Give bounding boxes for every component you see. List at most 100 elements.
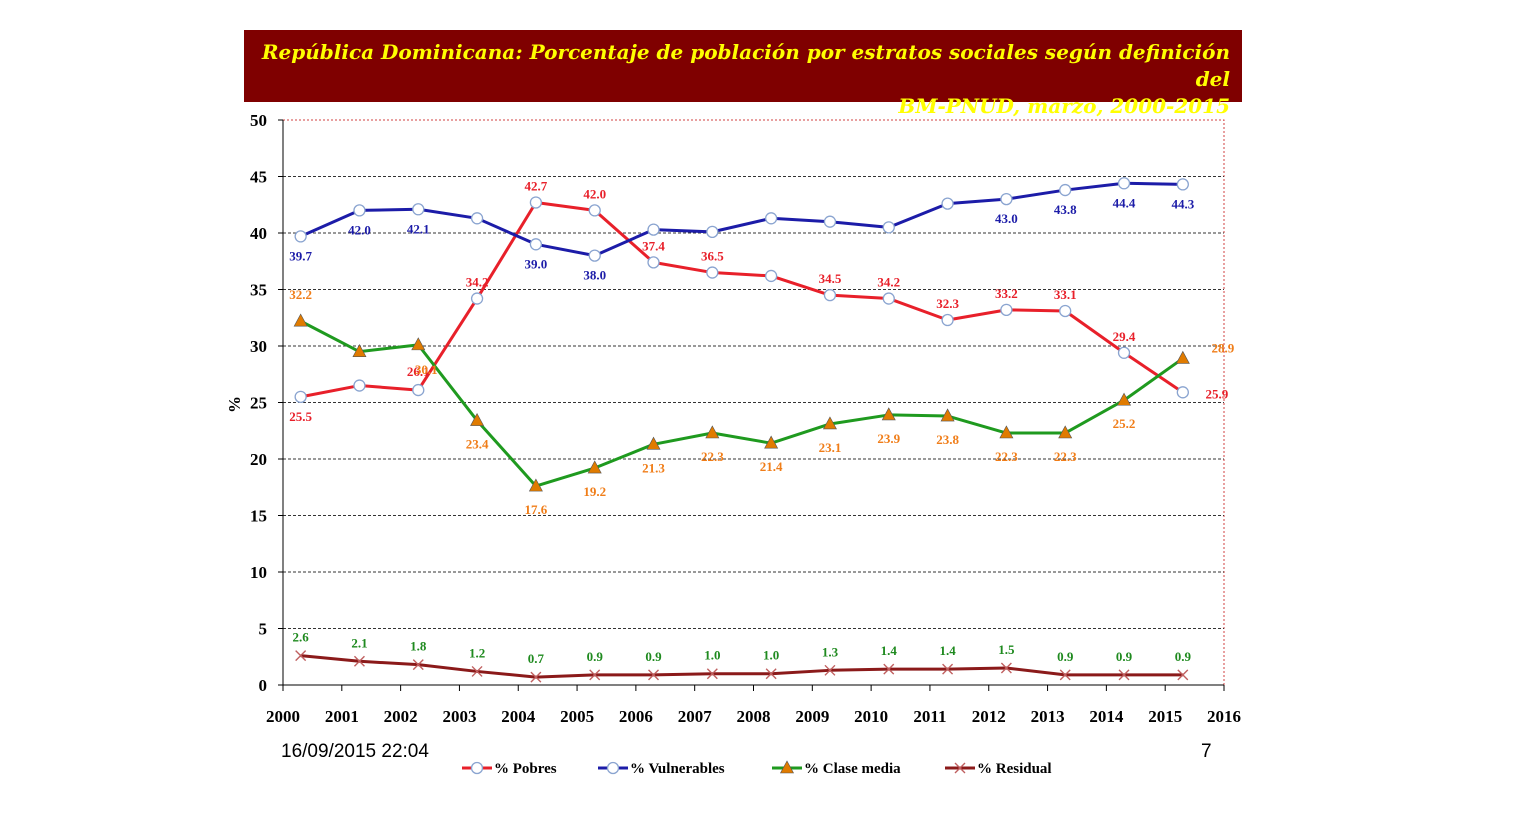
data-point-marker (294, 390, 307, 404)
series-line-clase_media (299, 319, 1184, 488)
data-label-pobres: 29.4 (1113, 329, 1136, 344)
data-point-marker (705, 425, 720, 439)
data-label-pobres: 34.5 (819, 271, 842, 286)
y-tick-label: 0 (259, 676, 268, 695)
x-tick-label: 2014 (1089, 707, 1124, 726)
data-point-marker (528, 478, 543, 492)
data-point-marker (293, 313, 308, 327)
x-tick-label: 2016 (1207, 707, 1241, 726)
data-point-marker (588, 249, 601, 262)
data-point-marker (412, 383, 425, 397)
data-point-marker (1176, 386, 1189, 399)
data-point-marker (647, 223, 660, 236)
data-label-residual: 1.3 (822, 644, 839, 659)
data-label-clase_media: 22.3 (701, 449, 724, 464)
legend-label-residual: % Residual (977, 761, 1052, 777)
x-tick-label: 2012 (972, 707, 1006, 726)
x-tick-label: 2009 (795, 707, 829, 726)
data-label-vulnerables: 44.4 (1113, 195, 1136, 210)
y-tick-label: 5 (259, 620, 268, 639)
data-label-pobres: 25.9 (1205, 386, 1228, 401)
data-point-marker (764, 212, 778, 225)
data-point-marker (470, 761, 484, 775)
data-point-marker (295, 650, 307, 662)
y-tick-label: 10 (250, 563, 267, 582)
chart-title-line-2: BM-PNUD, marzo, 2000-2015 (898, 94, 1230, 118)
x-tick-label: 2015 (1148, 707, 1182, 726)
data-point-marker (1175, 350, 1190, 364)
data-label-clase_media: 23.1 (819, 440, 842, 455)
data-label-residual: 1.4 (939, 643, 956, 658)
data-point-marker (824, 664, 836, 676)
x-tick-label: 2008 (737, 707, 771, 726)
data-label-pobres: 32.3 (936, 296, 959, 311)
data-point-marker (471, 665, 483, 677)
data-label-clase_media: 23.9 (877, 431, 900, 446)
y-tick-label: 15 (250, 507, 267, 526)
data-label-clase_media: 30.1 (415, 362, 438, 377)
data-label-pobres: 26.1 (407, 364, 430, 379)
data-point-marker (412, 659, 424, 671)
data-point-marker (352, 344, 367, 357)
data-label-pobres: 37.4 (642, 238, 665, 253)
data-point-marker (1117, 177, 1131, 190)
x-tick-label: 2007 (678, 707, 713, 726)
footer-page-number: 7 (1201, 741, 1212, 762)
data-point-marker (647, 256, 660, 269)
data-point-marker (999, 425, 1014, 439)
data-label-pobres: 25.5 (289, 409, 312, 424)
data-label-residual: 0.9 (645, 649, 662, 664)
footer-date: 16/09/2015 22:04 (281, 741, 429, 762)
data-point-marker (1000, 303, 1013, 316)
y-tick-label: 30 (250, 337, 267, 356)
data-point-marker (648, 669, 660, 681)
series-lines (293, 177, 1190, 683)
data-point-marker (765, 668, 777, 680)
data-point-marker (882, 292, 895, 305)
data-point-marker (530, 671, 542, 683)
data-label-clase_media: 22.3 (995, 449, 1018, 464)
data-label-pobres: 36.5 (701, 249, 724, 264)
x-tick-label: 2003 (442, 707, 476, 726)
data-label-residual: 1.0 (704, 648, 720, 663)
data-point-marker (353, 204, 366, 217)
data-point-marker (823, 215, 837, 228)
x-tick-label: 2005 (560, 707, 594, 726)
x-tick-label: 2000 (266, 707, 300, 726)
data-label-clase_media: 23.8 (936, 432, 959, 447)
data-label-vulnerables: 42.0 (348, 222, 371, 237)
data-point-marker (589, 669, 601, 681)
data-label-vulnerables: 43.8 (1054, 202, 1077, 217)
data-label-clase_media: 22.3 (1054, 449, 1077, 464)
data-label-pobres: 33.1 (1054, 287, 1077, 302)
data-label-clase_media: 23.4 (466, 437, 489, 452)
data-label-clase_media: 28.9 (1211, 340, 1234, 355)
data-label-residual: 0.9 (587, 649, 604, 664)
data-point-marker (706, 668, 718, 680)
legend-label-pobres: % Pobres (494, 761, 557, 777)
data-label-vulnerables: 42.1 (407, 221, 430, 236)
data-point-marker (353, 379, 366, 392)
data-label-residual: 0.9 (1116, 649, 1133, 664)
x-tick-label: 2001 (325, 707, 359, 726)
data-point-marker (1117, 346, 1131, 359)
series-line-pobres (300, 200, 1184, 399)
data-point-marker (1058, 425, 1073, 439)
data-label-residual: 0.9 (1175, 649, 1192, 664)
data-label-residual: 1.4 (881, 643, 898, 658)
data-point-marker (646, 436, 661, 450)
data-point-marker (1059, 183, 1072, 197)
legend: % Pobres % Vulnerables % Clase media % Resi… (462, 760, 1052, 777)
x-tick-label: 2002 (384, 707, 418, 726)
data-point-marker (883, 663, 895, 675)
data-point-marker (470, 212, 484, 225)
data-label-pobres: 33.2 (995, 286, 1018, 301)
data-labels: 25.5 26.1 34.2 42.7 42.0 37.4 36.5 34.5 34.2 32.3… (289, 178, 1234, 666)
gridlines (282, 119, 1225, 686)
data-point-marker (587, 460, 602, 474)
data-point-marker (706, 266, 719, 279)
series-line-vulnerables (300, 181, 1183, 258)
x-tick-label: 2011 (913, 707, 946, 726)
data-point-marker (764, 435, 779, 449)
